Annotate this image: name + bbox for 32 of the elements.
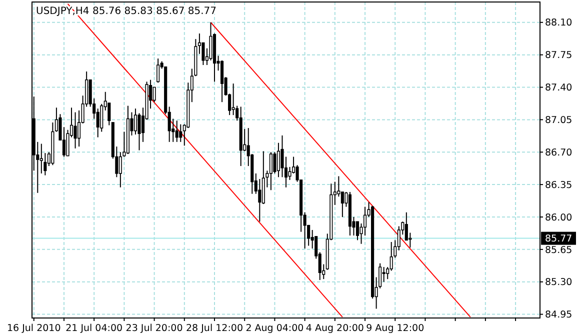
x-tick-label: 2 Aug 04:00	[246, 323, 304, 334]
y-tick-label: 84.95	[545, 310, 572, 321]
y-tick-label: 85.30	[545, 277, 572, 288]
candlestick	[269, 152, 272, 191]
ref-line-label: 85.77	[545, 234, 572, 245]
x-tick-label: 4 Aug 20:00	[306, 323, 364, 334]
candlestick	[209, 22, 212, 61]
y-tick-label: 88.10	[545, 18, 572, 29]
x-tick-label: 9 Aug 12:00	[366, 323, 424, 334]
candlestick	[40, 143, 43, 174]
candlestick	[175, 120, 178, 142]
candlestick	[156, 58, 160, 84]
y-tick-label: 86.70	[545, 147, 572, 158]
y-tick-label: 86.00	[545, 212, 572, 224]
x-tick-label: 28 Jul 12:00	[186, 323, 243, 334]
y-tick-label: 85.65	[545, 244, 572, 256]
y-tick-label: 87.40	[545, 82, 572, 94]
candlestick	[273, 152, 276, 174]
candlestick	[340, 191, 344, 218]
candlestick	[134, 108, 138, 136]
candlestick	[390, 242, 393, 272]
x-tick-label: 16 Jul 2010	[6, 323, 61, 334]
candlestick	[220, 60, 224, 103]
y-tick-label: 87.75	[545, 50, 572, 62]
candlestick	[356, 221, 360, 241]
x-tick-label: 21 Jul 04:00	[66, 323, 123, 334]
candlestick	[179, 124, 182, 142]
y-tick-label: 87.05	[545, 115, 572, 126]
candlestick	[152, 86, 156, 103]
candlestick	[74, 112, 77, 149]
x-tick-label: 23 Jul 20:00	[126, 323, 183, 334]
y-tick-label: 86.35	[545, 180, 572, 191]
